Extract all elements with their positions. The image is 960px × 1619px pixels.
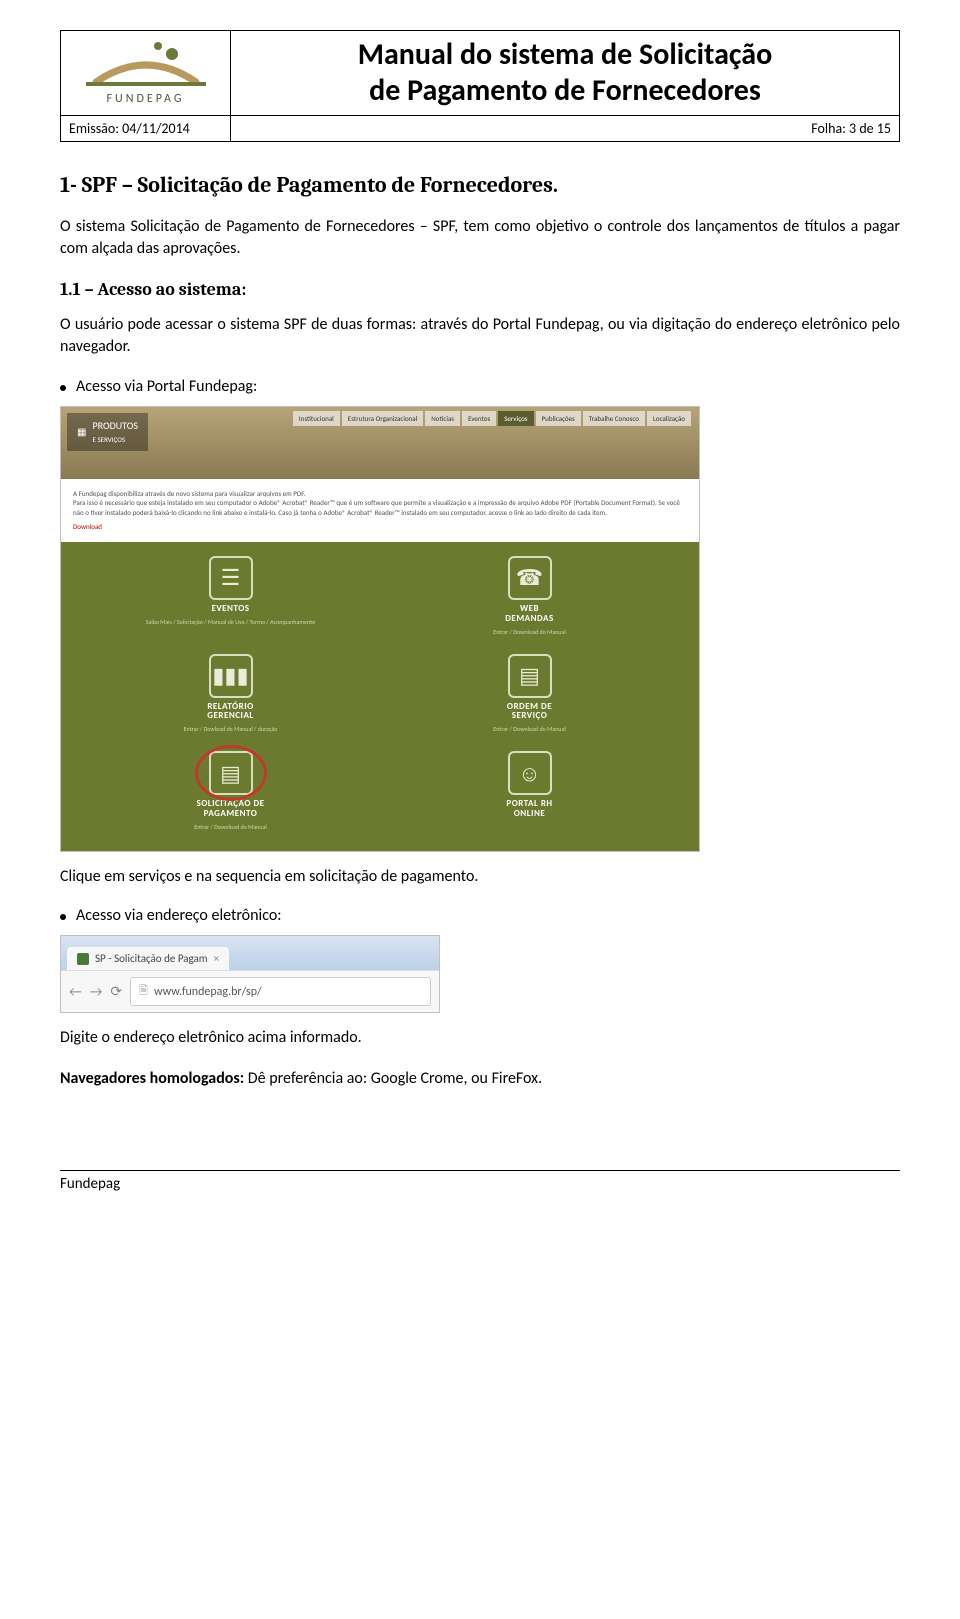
portal-nav: InstitucionalEstrutura OrganizacionalNot… (293, 411, 691, 426)
bullet-icon (60, 914, 66, 920)
portal-card[interactable]: ☎ WEBDEMANDAS Entrar / Download do Manual (410, 556, 649, 636)
section-1-heading: 1- SPF – Solicitação de Pagamento de For… (60, 172, 900, 198)
section-1-1-intro: O usuário pode acessar o sistema SPF de … (60, 314, 900, 359)
navegadores-rest: Dê preferência ao: Google Crome, ou Fire… (244, 1069, 542, 1088)
browser-toolbar: ← → ⟳ 🗎 www.fundepag.br/sp/ (61, 970, 439, 1012)
bullet-url: Acesso via endereço eletrônico: (60, 906, 900, 925)
portal-card-sub: Entrar / Download do Manual (194, 823, 266, 831)
back-arrow-icon[interactable]: ← (69, 983, 82, 1000)
page-icon: 🗎 (139, 982, 148, 1001)
section-1-intro: O sistema Solicitação de Pagamento de Fo… (60, 216, 900, 261)
reload-icon[interactable]: ⟳ (110, 983, 122, 1000)
portal-card[interactable]: ☰ EVENTOS Saiba Mais / Solicitação / Manua… (111, 556, 350, 636)
portal-nav-item[interactable]: Notícias (425, 411, 460, 426)
browser-tab[interactable]: SP - Solicitação de Pagam × (67, 947, 229, 970)
folha-cell: Folha: 3 de 15 (328, 116, 899, 142)
title-line2: de Pagamento de Fornecedores (369, 72, 761, 109)
section-1-1-heading: 1.1 – Acesso ao sistema: (60, 279, 900, 300)
logo-cell: FUNDEPAG (61, 31, 231, 116)
url-input[interactable]: 🗎 www.fundepag.br/sp/ (130, 977, 431, 1006)
navegadores-bold: Navegadores homologados: (60, 1069, 244, 1088)
portal-card-title: WEBDEMANDAS (505, 604, 553, 624)
portal-card-icon: ☰ (209, 556, 253, 600)
portal-screenshot: ▦ PRODUTOS E SERVIÇOS InstitucionalEstru… (60, 406, 700, 853)
footer-text: Fundepag (60, 1175, 120, 1193)
portal-card[interactable]: ▤ ORDEM DESERVIÇO Entrar / Download do Man… (410, 654, 649, 734)
portal-nav-item[interactable]: Localização (647, 411, 691, 426)
title-line1: Manual do sistema de Solicitação (358, 36, 772, 73)
desc-line1: A Fundepag disponibiliza através de novo… (73, 489, 687, 499)
after-portal-text: Clique em serviços e na sequencia em sol… (60, 866, 900, 888)
portal-card-icon: ▮▮▮ (209, 654, 253, 698)
portal-nav-item[interactable]: Trabalhe Conosco (583, 411, 645, 426)
portal-card-title: ORDEM DESERVIÇO (507, 702, 552, 722)
tab-favicon-icon (77, 953, 89, 965)
portal-banner: ▦ PRODUTOS E SERVIÇOS InstitucionalEstru… (61, 407, 699, 479)
produtos-label: PRODUTOS (92, 419, 138, 432)
portal-card-sub: Entrar / Dowload de Manual / duração (184, 725, 278, 733)
document-header: FUNDEPAG Manual do sistema de Solicitaçã… (60, 30, 900, 142)
portal-card-icon: ▤ (508, 654, 552, 698)
portal-card-title: PORTAL RHONLINE (506, 799, 552, 819)
browser-screenshot: SP - Solicitação de Pagam × ← → ⟳ 🗎 www.… (60, 935, 440, 1013)
portal-nav-item[interactable]: Institucional (293, 411, 340, 426)
portal-card-sub: Saiba Mais / Solicitação / Manual de Uso… (146, 618, 315, 626)
navegadores-line: Navegadores homologados: Dê preferência … (60, 1068, 900, 1090)
bullet-portal-text: Acesso via Portal Fundepag: (76, 377, 257, 396)
portal-card[interactable]: ▤ SOLICITAÇÃO DEPAGAMENTO Entrar / Downloa… (111, 751, 350, 831)
portal-card-icon: ▤ (209, 751, 253, 795)
portal-nav-item[interactable]: Eventos (462, 411, 496, 426)
portal-card-sub: Entrar / Download do Manual (493, 628, 565, 636)
portal-grid: ☰ EVENTOS Saiba Mais / Solicitação / Manua… (61, 542, 699, 851)
bullet-icon (60, 385, 66, 391)
portal-produtos-badge[interactable]: ▦ PRODUTOS E SERVIÇOS (67, 413, 148, 451)
url-text: www.fundepag.br/sp/ (154, 985, 262, 999)
portal-card-sub: Entrar / Download do Manual (493, 725, 565, 733)
title-cell: Manual do sistema de Solicitação de Paga… (231, 31, 900, 116)
portal-nav-item[interactable]: Estrutura Organizacional (342, 411, 423, 426)
tab-label: SP - Solicitação de Pagam (95, 952, 208, 965)
portal-card-icon: ☎ (508, 556, 552, 600)
portal-card-title: EVENTOS (211, 604, 249, 614)
portal-card-icon: ☺ (508, 751, 552, 795)
produtos-sub: E SERVIÇOS (92, 435, 125, 444)
portal-card[interactable]: ☺ PORTAL RHONLINE (410, 751, 649, 831)
page-footer: Fundepag (60, 1170, 900, 1193)
desc-line2: Para isso é necessário que esteja instal… (73, 498, 687, 518)
fundepag-logo-icon (76, 40, 216, 90)
forward-arrow-icon[interactable]: → (90, 983, 103, 1000)
bullet-portal: Acesso via Portal Fundepag: (60, 377, 900, 396)
desc-download[interactable]: Download (73, 522, 102, 532)
portal-card-title: RELATÓRIOGERENCIAL (207, 702, 253, 722)
after-browser-text: Digite o endereço eletrônico acima infor… (60, 1027, 900, 1049)
portal-nav-item[interactable]: Serviços (498, 411, 533, 426)
logo-label: FUNDEPAG (107, 92, 185, 106)
browser-tabrow: SP - Solicitação de Pagam × (61, 936, 439, 970)
portal-nav-item[interactable]: Publicações (536, 411, 581, 426)
mid-empty-cell (231, 116, 329, 142)
portal-card[interactable]: ▮▮▮ RELATÓRIOGERENCIAL Entrar / Dowload de… (111, 654, 350, 734)
portal-card-title: SOLICITAÇÃO DEPAGAMENTO (196, 799, 264, 819)
tab-close-icon[interactable]: × (214, 952, 219, 965)
grid-icon: ▦ (77, 425, 86, 438)
portal-description: A Fundepag disponibiliza através de novo… (61, 479, 699, 542)
emission-cell: Emissão: 04/11/2014 (61, 116, 231, 142)
bullet-url-text: Acesso via endereço eletrônico: (76, 906, 282, 925)
